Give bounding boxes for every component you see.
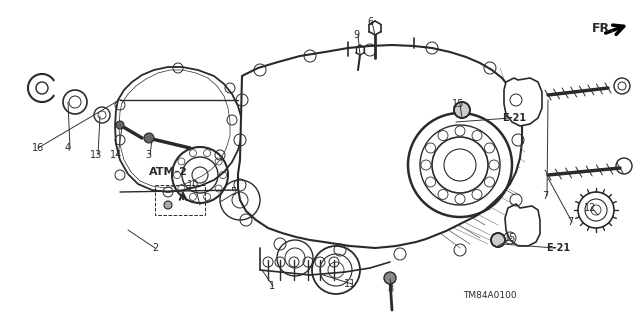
Text: 7: 7 bbox=[567, 217, 573, 227]
Text: 12: 12 bbox=[584, 203, 596, 213]
Circle shape bbox=[164, 201, 172, 209]
Text: FR.: FR. bbox=[591, 21, 614, 34]
Polygon shape bbox=[504, 78, 542, 126]
Circle shape bbox=[454, 102, 470, 118]
Text: 7: 7 bbox=[542, 191, 548, 201]
Text: 15: 15 bbox=[452, 99, 464, 109]
Circle shape bbox=[384, 272, 396, 284]
Text: 13: 13 bbox=[90, 150, 102, 160]
Text: 16: 16 bbox=[32, 143, 44, 153]
Text: E-21: E-21 bbox=[502, 113, 526, 123]
Text: 10: 10 bbox=[187, 180, 199, 190]
Text: E-21: E-21 bbox=[546, 243, 570, 253]
Text: 1: 1 bbox=[269, 281, 275, 291]
Text: 6: 6 bbox=[367, 17, 373, 27]
Text: 2: 2 bbox=[152, 243, 158, 253]
Text: 15: 15 bbox=[504, 233, 516, 243]
Polygon shape bbox=[505, 204, 540, 246]
Circle shape bbox=[491, 233, 505, 247]
Text: 11: 11 bbox=[344, 279, 356, 289]
Text: 3: 3 bbox=[145, 150, 151, 160]
Text: 8: 8 bbox=[387, 284, 393, 294]
Polygon shape bbox=[115, 67, 242, 192]
Text: 9: 9 bbox=[353, 30, 359, 40]
Text: 14: 14 bbox=[110, 150, 122, 160]
Text: TM84A0100: TM84A0100 bbox=[463, 292, 517, 300]
Circle shape bbox=[144, 133, 154, 143]
Circle shape bbox=[116, 121, 124, 129]
Polygon shape bbox=[238, 45, 522, 248]
Text: 5: 5 bbox=[230, 187, 236, 197]
Text: ATM-2: ATM-2 bbox=[148, 167, 188, 177]
Text: 4: 4 bbox=[65, 143, 71, 153]
